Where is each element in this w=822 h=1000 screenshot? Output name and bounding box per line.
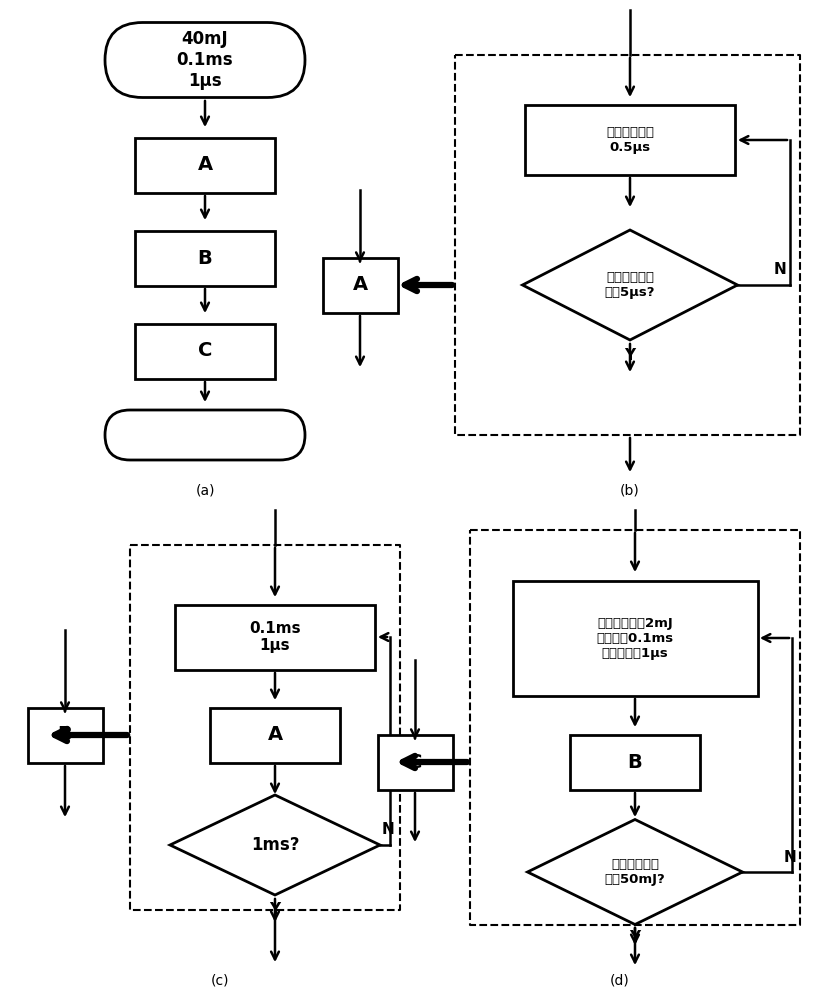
Text: C: C: [408, 752, 423, 772]
Text: Y: Y: [630, 930, 640, 946]
Bar: [570, 734, 700, 790]
Text: 延时时间增加
0.5μs: 延时时间增加 0.5μs: [606, 126, 654, 154]
Text: B: B: [628, 752, 642, 772]
Text: C: C: [198, 342, 212, 360]
Text: 1ms?: 1ms?: [251, 836, 299, 854]
FancyBboxPatch shape: [105, 410, 305, 460]
Bar: [377, 734, 452, 790]
Text: 激光能量增加2mJ
积分时间0.1ms
延时器时间1μs: 激光能量增加2mJ 积分时间0.1ms 延时器时间1μs: [597, 616, 673, 660]
Bar: [210, 708, 340, 762]
Text: 40mJ
0.1ms
1μs: 40mJ 0.1ms 1μs: [177, 30, 233, 90]
Text: Y: Y: [625, 348, 635, 362]
Text: B: B: [58, 726, 72, 744]
Text: 延时时间是否
达到5μs?: 延时时间是否 达到5μs?: [605, 271, 655, 299]
Bar: [135, 231, 275, 286]
Bar: [525, 105, 735, 175]
Bar: [135, 137, 275, 192]
Bar: [175, 604, 375, 670]
Text: (a): (a): [196, 483, 215, 497]
Polygon shape: [528, 820, 742, 924]
Text: (d): (d): [610, 973, 630, 987]
Text: (b): (b): [620, 483, 640, 497]
Text: A: A: [353, 275, 367, 294]
Polygon shape: [523, 230, 737, 340]
Text: Y: Y: [270, 902, 280, 918]
Text: (c): (c): [210, 973, 229, 987]
Text: N: N: [381, 822, 395, 838]
Text: B: B: [197, 248, 212, 267]
Text: A: A: [267, 726, 283, 744]
Polygon shape: [170, 795, 380, 895]
Bar: [322, 257, 398, 312]
Text: N: N: [783, 850, 797, 864]
Bar: [27, 708, 103, 762]
Bar: [135, 324, 275, 378]
Text: A: A: [197, 155, 213, 174]
FancyBboxPatch shape: [105, 22, 305, 98]
Bar: [512, 580, 758, 696]
Text: 激光能量是否
达到50mJ?: 激光能量是否 达到50mJ?: [605, 858, 665, 886]
Text: N: N: [774, 262, 787, 277]
Text: 0.1ms
1μs: 0.1ms 1μs: [249, 621, 301, 653]
